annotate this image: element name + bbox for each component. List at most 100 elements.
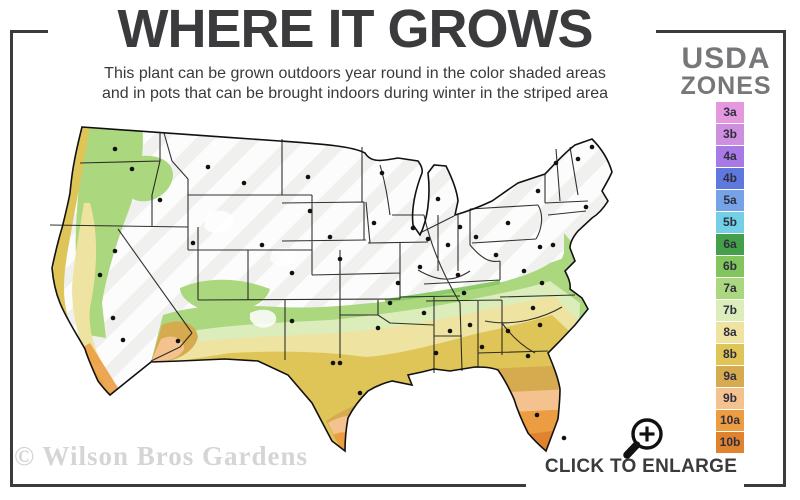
zone-7a-idaho-patch bbox=[124, 155, 173, 202]
zone-8a-central-valley bbox=[72, 203, 102, 365]
watermark: © Wilson Bros Gardens bbox=[14, 441, 308, 471]
city-dot bbox=[330, 360, 336, 366]
city-dot bbox=[205, 164, 211, 170]
city-dot bbox=[371, 220, 377, 226]
legend-swatch-8a: 8a bbox=[716, 322, 744, 343]
legend-swatch-10b: 10b bbox=[716, 432, 744, 453]
legend-title-zones: ZONES bbox=[680, 72, 772, 100]
city-dot bbox=[530, 305, 536, 311]
city-dot bbox=[129, 166, 135, 172]
frame-top-right-segment bbox=[656, 30, 786, 33]
city-dot bbox=[467, 322, 473, 328]
city-dot bbox=[289, 318, 295, 324]
usda-zone-map bbox=[49, 126, 613, 452]
city-dot bbox=[505, 220, 511, 226]
city-dot bbox=[259, 242, 265, 248]
city-dot bbox=[387, 300, 393, 306]
city-dot bbox=[337, 256, 343, 262]
legend-swatch-9b: 9b bbox=[716, 388, 744, 409]
city-dot bbox=[550, 242, 556, 248]
subtitle-line-2: and in pots that can be brought indoors … bbox=[101, 85, 609, 102]
city-dot bbox=[190, 240, 196, 246]
legend-swatch-6a: 6a bbox=[716, 234, 744, 255]
legend-swatch-7a: 7a bbox=[716, 278, 744, 299]
legend-swatch-5a: 5a bbox=[716, 190, 744, 211]
city-dots bbox=[97, 144, 595, 441]
legend-swatch-8b: 8b bbox=[716, 344, 744, 365]
city-dot bbox=[110, 315, 116, 321]
city-dot bbox=[575, 156, 581, 162]
city-dot bbox=[479, 344, 485, 350]
city-dot bbox=[433, 350, 439, 356]
city-dot bbox=[157, 197, 163, 203]
legend-swatch-3b: 3b bbox=[716, 124, 744, 145]
zone-10b-florida-tip bbox=[522, 430, 560, 451]
city-dot bbox=[395, 280, 401, 286]
city-dot bbox=[534, 412, 540, 418]
city-dot bbox=[461, 290, 467, 296]
city-dot bbox=[97, 272, 103, 278]
city-dot bbox=[457, 224, 463, 230]
city-dot bbox=[357, 390, 363, 396]
usda-zone-legend: 3a 3b 4a 4b 5a 5b 6a 6b 7a 7b 8a 8b 9a 9b 10a 10b bbox=[716, 102, 744, 454]
click-to-enlarge-button[interactable]: CLICK TO ENLARGE bbox=[544, 456, 738, 477]
city-dot bbox=[583, 204, 589, 210]
city-dot bbox=[375, 325, 381, 331]
page-title: WHERE IT GROWS bbox=[117, 0, 594, 59]
legend-swatch-3a: 3a bbox=[716, 102, 744, 123]
magnifier-plus-icon[interactable] bbox=[620, 412, 672, 460]
city-dot bbox=[289, 270, 295, 276]
legend-swatch-4a: 4a bbox=[716, 146, 744, 167]
city-dot bbox=[112, 248, 118, 254]
city-dot bbox=[379, 170, 385, 176]
legend-title-usda: USDA bbox=[681, 42, 771, 75]
city-dot bbox=[521, 268, 527, 274]
frame-right bbox=[783, 30, 786, 487]
city-dot bbox=[410, 225, 416, 231]
legend-swatch-5b: 5b bbox=[716, 212, 744, 233]
legend-swatch-4b: 4b bbox=[716, 168, 744, 189]
mountain-patches bbox=[204, 210, 297, 328]
legend-swatch-9a: 9a bbox=[716, 366, 744, 387]
zone-9b-arizona bbox=[151, 336, 184, 362]
city-dot bbox=[307, 208, 313, 214]
city-dot bbox=[241, 180, 247, 186]
legend-swatch-10a: 10a bbox=[716, 410, 744, 431]
city-dot bbox=[539, 280, 545, 286]
city-dot bbox=[553, 160, 559, 166]
city-dot bbox=[589, 144, 595, 150]
city-dot bbox=[535, 188, 541, 194]
city-dot bbox=[421, 310, 427, 316]
subtitle: This plant can be grown outdoors year ro… bbox=[30, 64, 680, 104]
legend-swatch-6b: 6b bbox=[716, 256, 744, 277]
city-dot bbox=[493, 252, 499, 258]
city-dot bbox=[537, 322, 543, 328]
frame-left bbox=[10, 30, 13, 487]
city-dot bbox=[435, 196, 441, 202]
legend-title: USDA ZONES bbox=[666, 44, 786, 99]
zone-10a-socal-coast bbox=[80, 343, 120, 395]
city-dot bbox=[455, 272, 461, 278]
city-dot bbox=[505, 328, 511, 334]
city-dot bbox=[525, 353, 531, 359]
city-dot bbox=[425, 236, 431, 242]
city-dot bbox=[417, 264, 423, 270]
city-dot bbox=[561, 435, 567, 441]
city-dot bbox=[447, 328, 453, 334]
city-dot bbox=[120, 337, 126, 343]
subtitle-line-1: This plant can be grown outdoors year ro… bbox=[104, 65, 606, 82]
city-dot bbox=[112, 146, 118, 152]
city-dot bbox=[305, 174, 311, 180]
frame-bottom-left-segment bbox=[10, 484, 526, 487]
city-dot bbox=[175, 338, 181, 344]
frame-bottom-right-segment bbox=[744, 484, 786, 487]
city-dot bbox=[445, 242, 451, 248]
city-dot bbox=[337, 360, 343, 366]
frame-top-left-segment bbox=[10, 30, 48, 33]
city-dot bbox=[537, 244, 543, 250]
legend-swatch-7b: 7b bbox=[716, 300, 744, 321]
state-borders bbox=[49, 132, 589, 373]
city-dot bbox=[327, 234, 333, 240]
city-dot bbox=[473, 234, 479, 240]
